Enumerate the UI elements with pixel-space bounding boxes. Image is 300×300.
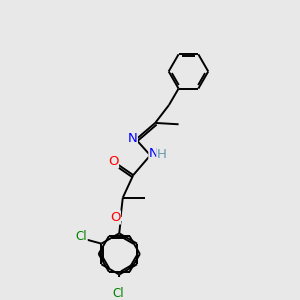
Text: Cl: Cl [112,287,124,300]
Text: N: N [149,147,159,160]
Text: Cl: Cl [76,230,87,243]
Text: O: O [110,211,120,224]
Text: N: N [128,131,137,145]
Text: O: O [108,155,119,168]
Text: H: H [157,148,167,161]
